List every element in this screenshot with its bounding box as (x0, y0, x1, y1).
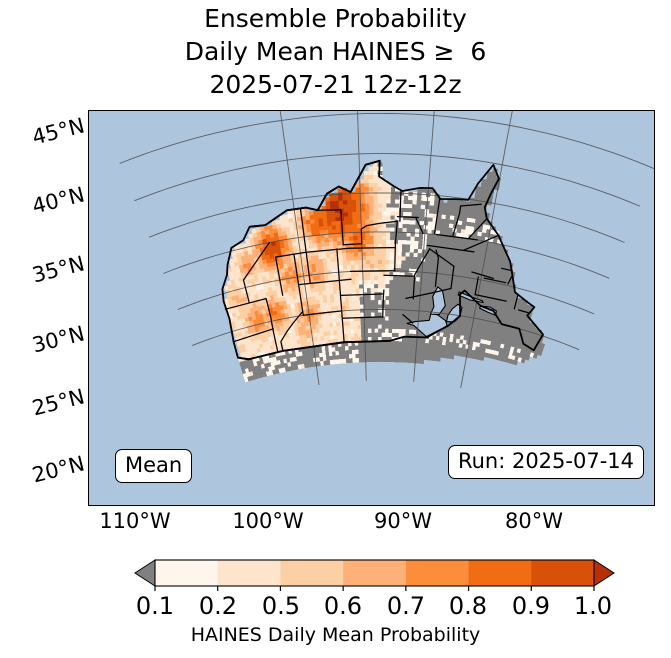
lon-label-100w: 100°W (232, 509, 304, 533)
title-line-1: Ensemble Probability (204, 4, 467, 33)
mean-annotation-box: Mean (115, 449, 193, 483)
colorbar-tick-4: 0.7 (386, 592, 426, 620)
colorbar-tick-5: 0.8 (448, 592, 488, 620)
lat-label-30n: 30°N (29, 321, 87, 358)
title-line-3: 2025-07-21 12z-12z (209, 70, 462, 99)
title-line-2: Daily Mean HAINES ≥ 6 (184, 37, 487, 66)
colorbar-tick-2: 0.5 (261, 592, 301, 620)
run-annotation-box: Run: 2025-07-14 (447, 445, 644, 479)
lat-label-35n: 35°N (29, 251, 87, 288)
colorbar-tick-3: 0.6 (323, 592, 363, 620)
lat-label-25n: 25°N (29, 384, 87, 421)
colorbar-axis-label: HAINES Daily Mean Probability (190, 624, 481, 646)
colorbar-swatches (134, 559, 615, 591)
lat-label-20n: 20°N (29, 451, 87, 488)
map-canvas (89, 111, 654, 505)
colorbar-tick-7: 1.0 (573, 592, 613, 620)
lon-label-90w: 90°W (374, 509, 432, 533)
lon-label-80w: 80°W (505, 509, 563, 533)
colorbar[interactable]: 0.1 0.2 0.5 0.6 0.7 0.8 0.9 1.0 HAINES D… (0, 556, 671, 658)
colorbar-tick-0: 0.1 (135, 592, 175, 620)
colorbar-tick-1: 0.2 (198, 592, 238, 620)
lat-label-40n: 40°N (29, 182, 87, 219)
map-plot-area[interactable]: Mean Run: 2025-07-14 (88, 110, 655, 506)
chart-title: Ensemble Probability Daily Mean HAINES ≥… (0, 2, 671, 101)
lon-label-110w: 110°W (99, 509, 171, 533)
colorbar-tick-6: 0.9 (511, 592, 551, 620)
lat-label-45n: 45°N (29, 113, 87, 150)
